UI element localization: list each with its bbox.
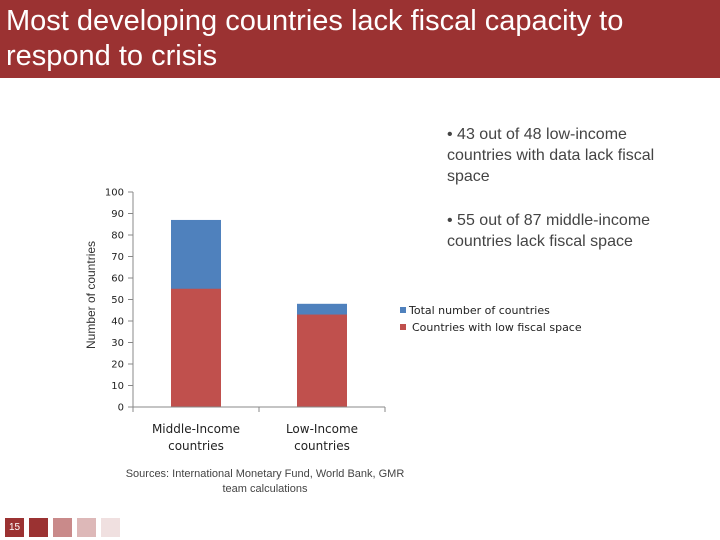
footer-square (101, 518, 120, 537)
legend: Total number of countries Countries with … (400, 304, 582, 334)
footer-square (77, 518, 96, 537)
y-tick-label: 40 (111, 317, 124, 328)
y-tick-label: 0 (118, 403, 124, 414)
legend-swatch (400, 324, 406, 330)
title-bar: Most developing countries lack fiscal ca… (0, 0, 720, 78)
bar-low-fiscal-space (171, 288, 221, 407)
y-tick-label: 60 (111, 274, 124, 285)
y-tick-label: 100 (105, 188, 124, 199)
legend-swatch (400, 307, 406, 313)
page-number: 15 (5, 518, 24, 537)
legend-label: Countries with low fiscal space (412, 321, 582, 334)
bullet-middle-income: • 55 out of 87 middle-income countries l… (447, 212, 651, 250)
footer-square (29, 518, 48, 537)
footer-square (53, 518, 72, 537)
y-tick-label: 30 (111, 338, 124, 349)
bars (171, 219, 347, 407)
axes (132, 192, 386, 412)
slide-title: Most developing countries lack fiscal ca… (6, 5, 624, 72)
y-tick-label: 50 (111, 295, 124, 306)
x-axis-labels: Middle-Income countries Low-Income countrie… (152, 422, 358, 453)
y-axis-title: Number of countries (84, 241, 98, 349)
source-note: Sources: International Monetary Fund, Wo… (125, 468, 405, 495)
y-tick-label: 80 (111, 231, 124, 242)
y-tick-label: 70 (111, 252, 124, 263)
y-tick-label: 90 (111, 209, 124, 220)
legend-label: Total number of countries (408, 304, 550, 317)
y-axis-ticks: 0 10 20 30 40 50 60 70 80 90 100 (105, 188, 133, 414)
x-category-label: Middle-Income countries (152, 422, 240, 453)
y-tick-label: 10 (111, 381, 124, 392)
bar-low-fiscal-space (297, 314, 347, 407)
x-category-label: Low-Income countries (286, 422, 358, 453)
bullet-low-income: • 43 out of 48 low-income countries with… (447, 126, 655, 185)
y-tick-label: 20 (111, 360, 124, 371)
